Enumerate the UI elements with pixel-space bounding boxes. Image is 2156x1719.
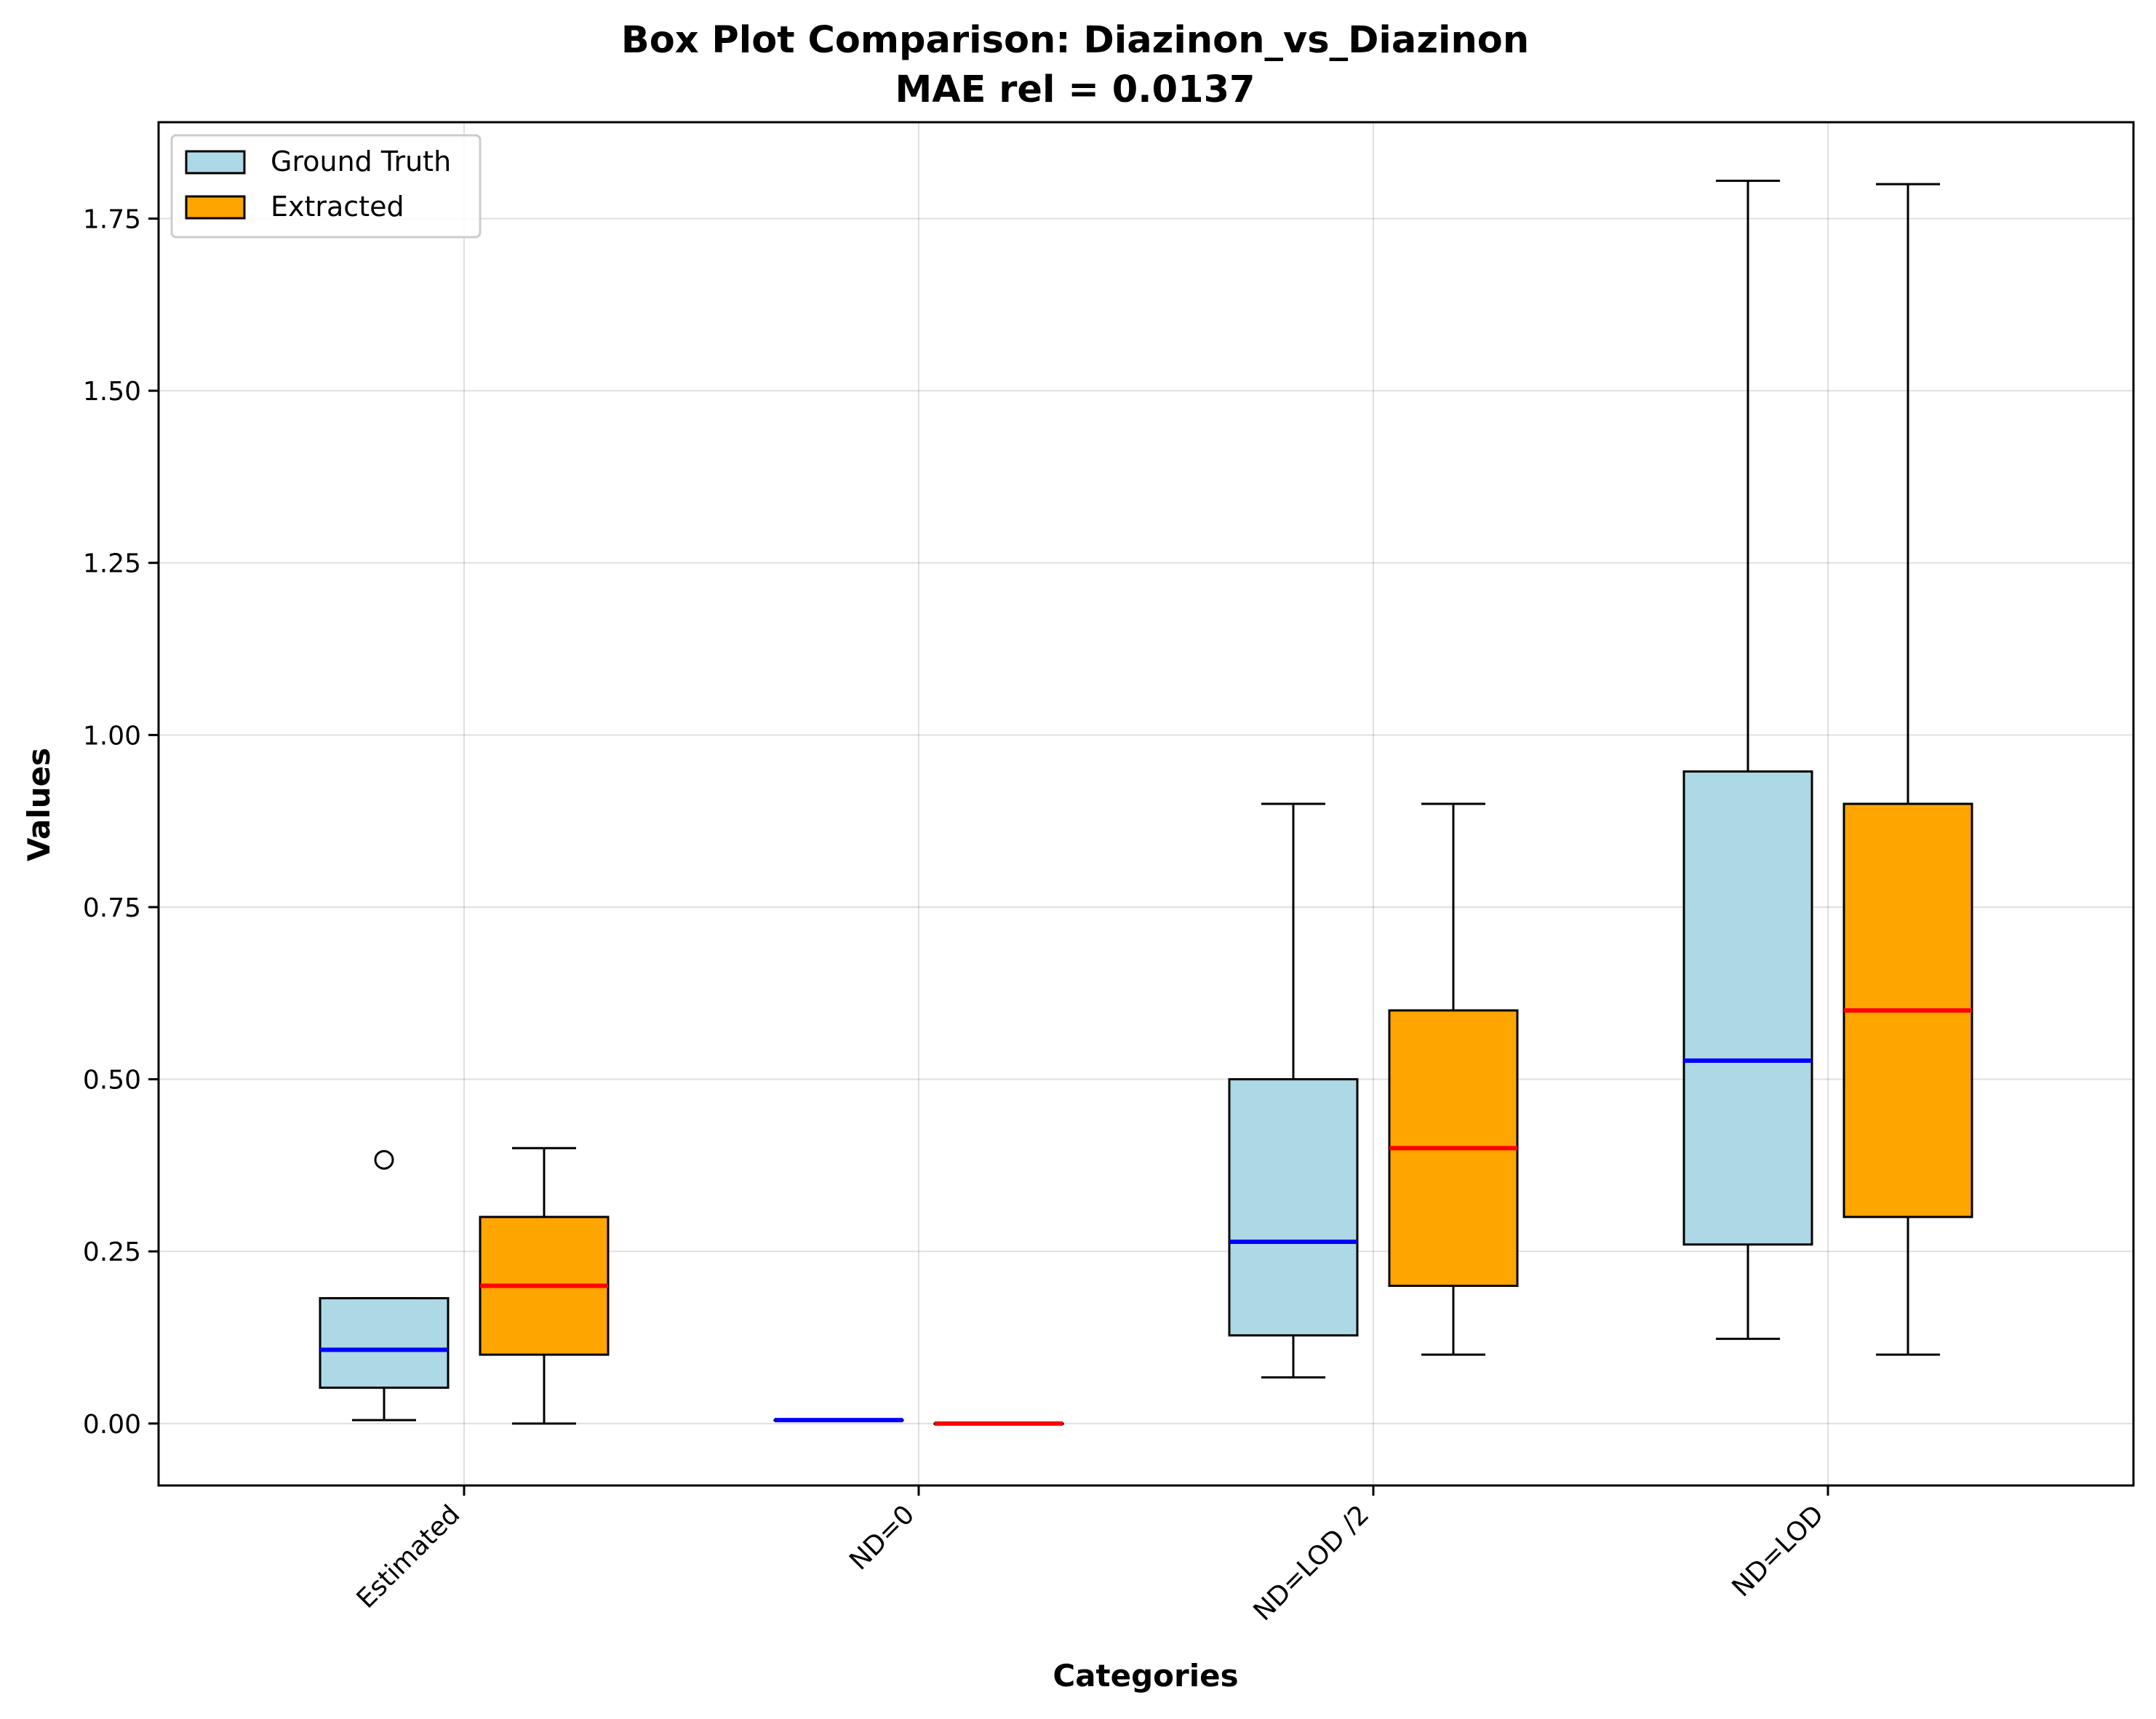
y-tick-label: 1.25 xyxy=(83,549,141,579)
y-tick-label: 0.50 xyxy=(83,1066,141,1096)
plot-frame xyxy=(157,121,2135,1487)
y-tick-label: 1.75 xyxy=(83,205,141,235)
box-1-3 xyxy=(1842,183,1973,1356)
box-0-2 xyxy=(1228,802,1359,1379)
box-0-1 xyxy=(773,1418,904,1423)
box-0-0 xyxy=(319,1149,450,1421)
outlier-point-0 xyxy=(374,1149,394,1170)
x-axis-label: Categories xyxy=(1053,1658,1238,1694)
y-tick-label: 0.00 xyxy=(83,1410,141,1440)
box-series xyxy=(319,179,1973,1426)
chart-title: Box Plot Comparison: Diazinon_vs_Diazino… xyxy=(621,19,1529,62)
box-iqr xyxy=(1682,770,1813,1246)
legend-swatch-0 xyxy=(185,150,246,175)
y-tick-label: 0.25 xyxy=(83,1237,141,1267)
y-tick-label: 1.00 xyxy=(83,721,141,751)
y-tick-label: 0.75 xyxy=(83,893,141,923)
box-1-0 xyxy=(479,1146,610,1425)
y-axis-label: Values xyxy=(21,748,57,861)
legend-label-0: Ground Truth xyxy=(271,145,451,178)
legend-frame xyxy=(170,134,482,239)
legend: Ground Truth Extracted xyxy=(170,134,482,239)
legend-label-1: Extracted xyxy=(271,191,404,223)
box-1-2 xyxy=(1388,802,1519,1356)
y-tick-label: 1.50 xyxy=(83,377,141,407)
chart-subtitle: MAE rel = 0.0137 xyxy=(895,68,1255,111)
box-iqr xyxy=(319,1297,450,1389)
legend-swatch-1 xyxy=(185,195,246,220)
box-0-3 xyxy=(1682,179,1813,1340)
box-iqr xyxy=(1228,1078,1359,1337)
